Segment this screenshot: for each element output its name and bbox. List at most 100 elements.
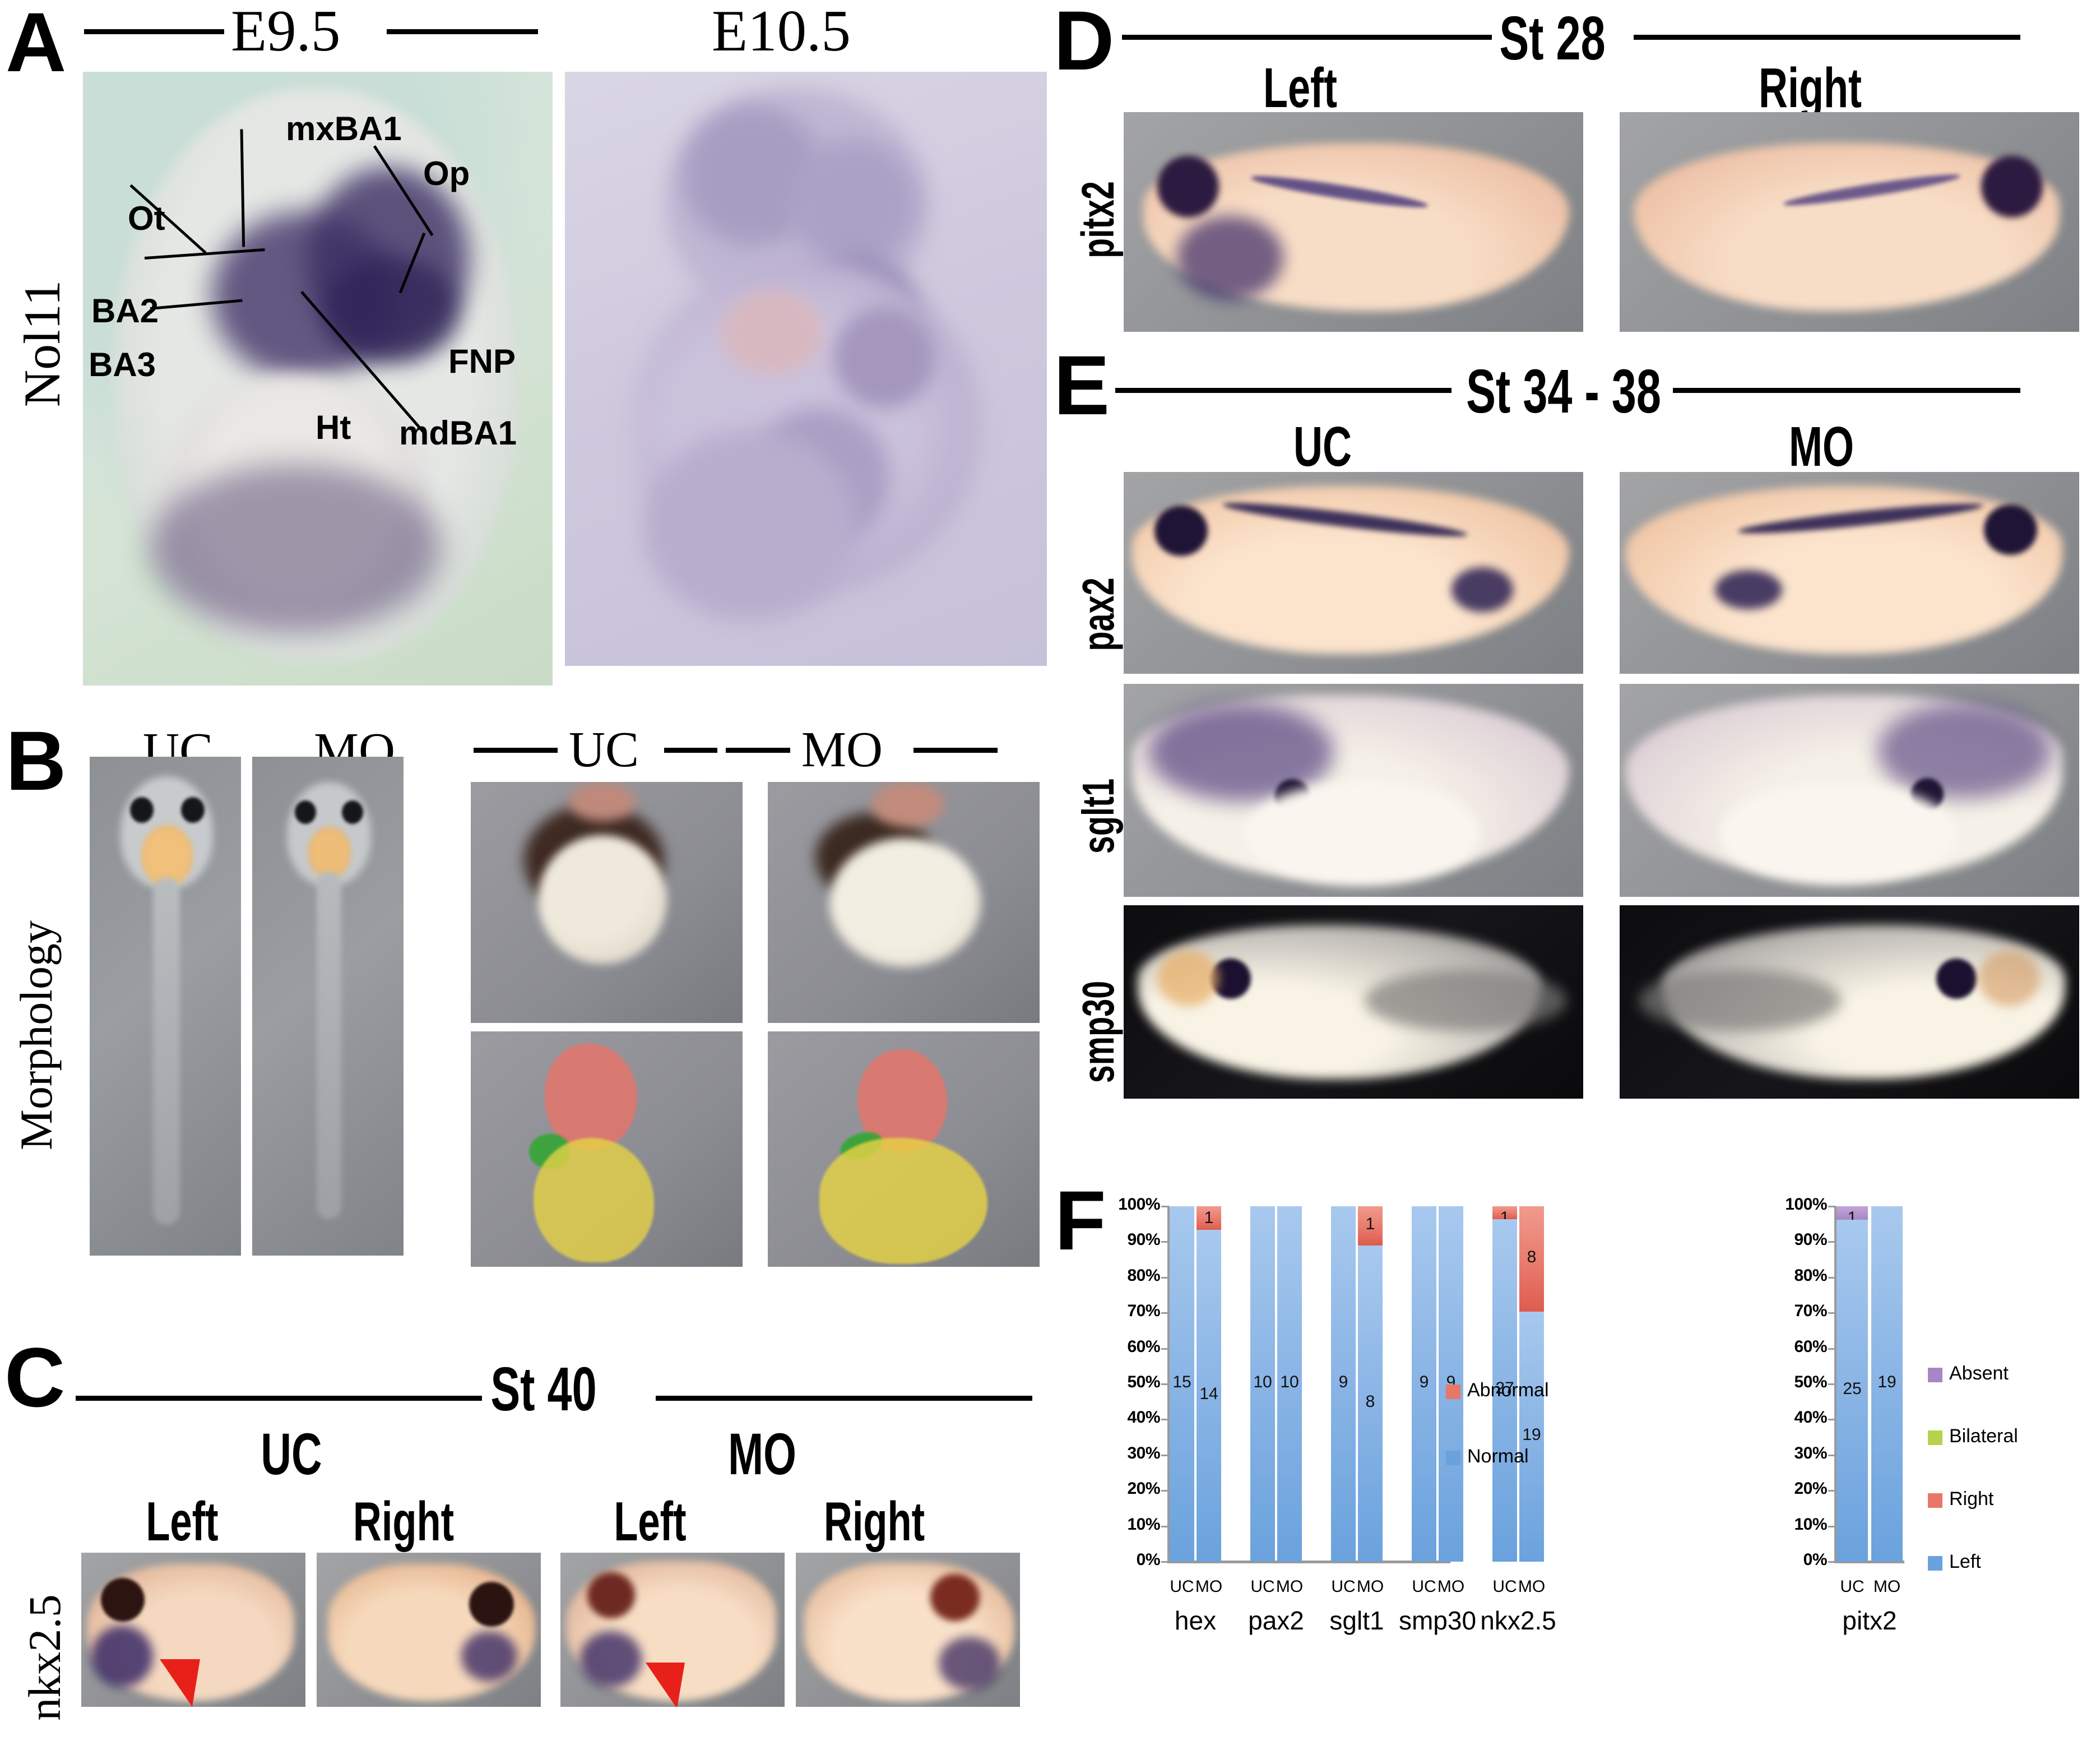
y-tick-mark	[1828, 1312, 1836, 1314]
rule-right-e95	[387, 29, 538, 34]
pax2-uc-pronephros	[1452, 567, 1513, 612]
label-mdba1: mdBA1	[399, 414, 517, 452]
panel-c-stage: St 40	[490, 1355, 597, 1424]
y-tick-label: 70%	[1127, 1302, 1160, 1321]
rule-e-right	[1673, 388, 2020, 393]
bar-segment	[1412, 1206, 1436, 1562]
y-tick-label: 90%	[1794, 1230, 1827, 1249]
y-tick-mark	[1828, 1561, 1836, 1563]
x-gene-label: sglt1	[1329, 1606, 1384, 1635]
panel-a-header-e105: E10.5	[566, 0, 1048, 67]
bar-value-label: 14	[1199, 1385, 1218, 1404]
y-tick-label: 30%	[1794, 1443, 1827, 1462]
panel-d: D St 28 Left Right pitx2	[1054, 0, 2096, 336]
bar-segment	[1492, 1219, 1517, 1562]
sglt1-mo-belly	[1721, 784, 1956, 885]
bar-value-label: 9	[1419, 1373, 1429, 1391]
panel-a-image-e95	[83, 72, 553, 686]
x-condition-label: UC	[1250, 1577, 1275, 1596]
tadpole-mo-tail	[317, 872, 341, 1219]
panel-e-image-smp30-uc	[1124, 905, 1583, 1099]
bar-value-label: 1	[1365, 1215, 1375, 1234]
y-tick-label: 70%	[1794, 1302, 1827, 1321]
panel-c-letter: C	[4, 1330, 66, 1424]
legend-swatch	[1446, 1451, 1460, 1465]
rule-d-right	[1634, 35, 2020, 40]
y-tick-label: 80%	[1794, 1266, 1827, 1285]
d-left-eye	[1157, 156, 1219, 217]
e95-fnp-stain	[324, 257, 458, 363]
y-tick-label: 40%	[1794, 1408, 1827, 1427]
bar-value-label: 10	[1253, 1373, 1272, 1391]
tadpole-mo-eye-right	[342, 800, 363, 824]
bar-segment	[1250, 1206, 1275, 1562]
rule-left-e95	[84, 29, 224, 34]
y-tick-label: 80%	[1127, 1266, 1160, 1285]
y-tick-label: 0%	[1136, 1550, 1161, 1569]
y-tick-mark	[1161, 1525, 1169, 1527]
tadpole-uc-eye-left	[130, 797, 154, 823]
y-tick-label: 20%	[1794, 1479, 1827, 1498]
d-left-lateral-stain	[1177, 216, 1283, 300]
panel-e-row-label-smp30: smp30	[1073, 980, 1123, 1084]
panel-c-image-uc-left	[81, 1553, 305, 1707]
rule-e-left	[1115, 388, 1452, 393]
bar-segment	[1837, 1220, 1868, 1562]
y-tick-label: 0%	[1803, 1550, 1828, 1569]
y-tick-mark	[1828, 1206, 1836, 1207]
c-mo-left-stain	[580, 1631, 642, 1687]
x-condition-label: MO	[1437, 1577, 1465, 1596]
panel-b-image-tadpole-uc	[90, 757, 241, 1256]
bar-value-label: 25	[1843, 1379, 1862, 1399]
bar-value-label: 9	[1338, 1373, 1348, 1391]
y-tick-mark	[1161, 1490, 1169, 1492]
y-tick-mark	[1828, 1241, 1836, 1243]
e105-limb-bud-1	[834, 307, 935, 408]
x-condition-label: UC	[1492, 1577, 1517, 1596]
x-condition-label: MO	[1518, 1577, 1546, 1596]
panel-e-row-label-pax2: pax2	[1073, 577, 1123, 651]
c-uc-right-eye	[469, 1582, 514, 1627]
panel-b-row-label: Morphology	[11, 920, 62, 1150]
rule-b-4	[913, 748, 998, 753]
gut-mo-liver	[829, 838, 981, 967]
y-tick-label: 90%	[1127, 1230, 1160, 1249]
arrowhead-icon-uc-left	[160, 1659, 200, 1707]
y-tick-mark	[1828, 1383, 1836, 1385]
c-uc-right-stain	[461, 1631, 517, 1682]
panel-b-mo2-label: MO	[801, 722, 883, 777]
bar-value-label: 8	[1527, 1247, 1537, 1266]
bar-segment	[1837, 1206, 1868, 1220]
chart-pitx2: 100% 90% 80% 70% 60% 50% 40% 30% 20% 10% 0% 1 25 19 …	[1743, 1195, 2096, 1693]
x-condition-label: MO	[1356, 1577, 1384, 1596]
panel-e-letter: E	[1054, 338, 1110, 432]
bar-segment	[1519, 1311, 1544, 1562]
y-tick-label: 50%	[1794, 1373, 1827, 1391]
panel-c-mo-right-label: Right	[823, 1490, 925, 1552]
legend-label: Abnormal	[1467, 1379, 1549, 1401]
panel-a-e105-label: E10.5	[712, 0, 851, 63]
panel-d-stage: St 28	[1499, 4, 1606, 73]
gut-mo-vent	[871, 782, 944, 827]
x-gene-label: pitx2	[1842, 1606, 1897, 1635]
y-tick-mark	[1161, 1312, 1169, 1314]
chart-pitx2-plot-area: 1 25 19	[1837, 1206, 1904, 1562]
panel-a-letter: A	[6, 0, 67, 89]
bar-segment	[1170, 1206, 1194, 1562]
bar-segment	[1358, 1246, 1383, 1562]
x-condition-label: MO	[1195, 1577, 1223, 1596]
panel-e-mo-label: MO	[1789, 415, 1854, 478]
x-gene-label: smp30	[1398, 1606, 1477, 1635]
panel-c-uc-right-label: Right	[353, 1490, 455, 1552]
x-condition-label: UC	[1840, 1577, 1865, 1596]
y-tick-label: 100%	[1785, 1195, 1827, 1214]
panel-d-image-left	[1124, 112, 1583, 332]
panel-c-row-label: nkx2.5	[19, 1594, 70, 1721]
panel-c-image-mo-right	[796, 1553, 1020, 1707]
panel-e: E St 34 - 38 UC MO pax2 sglt1 smp30	[1054, 338, 2096, 1166]
bar-segment	[1197, 1230, 1221, 1562]
tadpole-uc-eye-right	[181, 797, 205, 823]
panel-e-image-sglt1-mo	[1620, 684, 2079, 897]
y-tick-mark	[1161, 1241, 1169, 1243]
y-tick-mark	[1161, 1419, 1169, 1421]
